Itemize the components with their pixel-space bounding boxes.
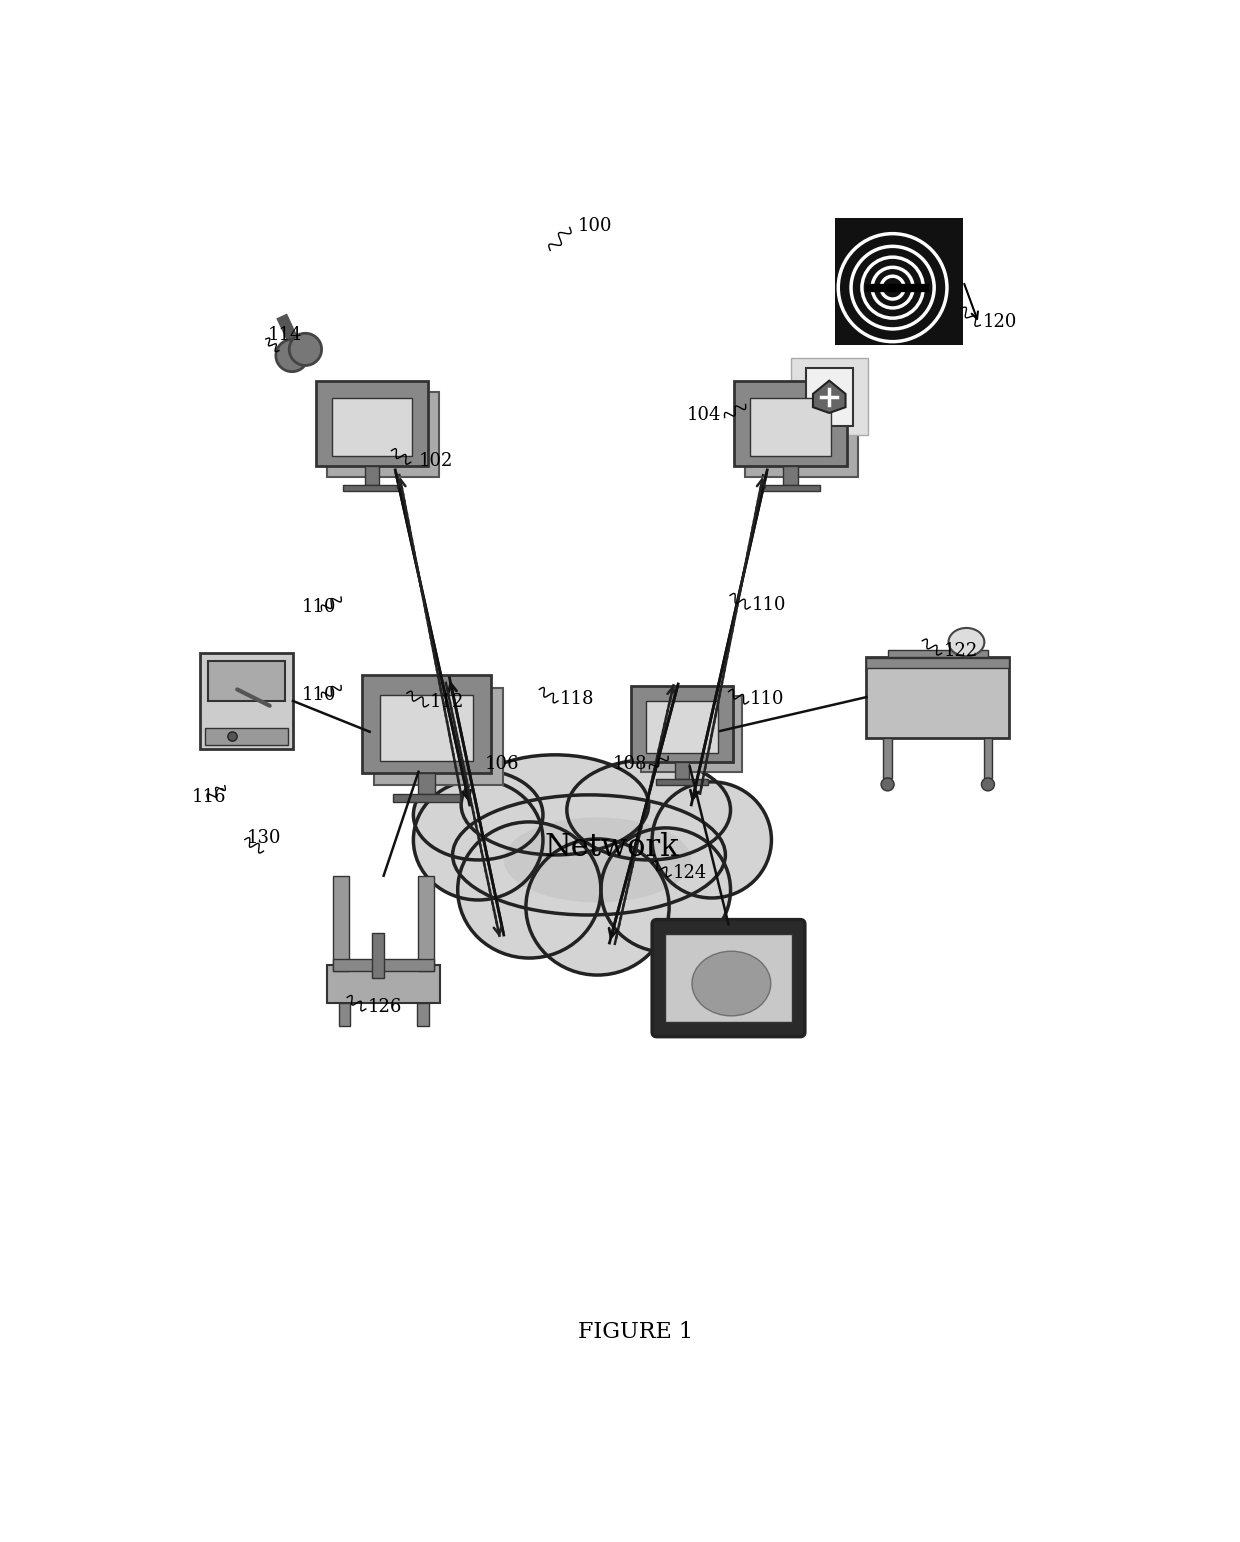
FancyBboxPatch shape xyxy=(866,657,1009,737)
FancyBboxPatch shape xyxy=(750,398,831,456)
FancyBboxPatch shape xyxy=(374,688,503,785)
Bar xyxy=(418,1004,429,1025)
Bar xyxy=(761,484,820,492)
Text: 122: 122 xyxy=(944,641,978,660)
Text: 124: 124 xyxy=(672,864,707,882)
Bar xyxy=(334,876,348,971)
Circle shape xyxy=(289,333,321,365)
Text: 126: 126 xyxy=(368,998,403,1016)
FancyBboxPatch shape xyxy=(641,695,743,773)
FancyBboxPatch shape xyxy=(761,409,842,467)
Circle shape xyxy=(884,279,901,296)
Bar xyxy=(418,773,435,794)
Bar xyxy=(342,484,402,492)
Ellipse shape xyxy=(601,828,730,951)
FancyBboxPatch shape xyxy=(342,409,423,467)
FancyBboxPatch shape xyxy=(327,965,440,1004)
Ellipse shape xyxy=(413,769,543,860)
Bar xyxy=(393,794,460,802)
Circle shape xyxy=(275,339,309,372)
Text: 110: 110 xyxy=(750,691,785,708)
FancyBboxPatch shape xyxy=(652,919,805,1036)
FancyBboxPatch shape xyxy=(734,381,847,466)
Bar xyxy=(365,466,379,484)
Bar xyxy=(883,737,892,779)
Ellipse shape xyxy=(567,760,730,860)
FancyBboxPatch shape xyxy=(200,652,293,749)
Bar xyxy=(983,737,992,779)
FancyBboxPatch shape xyxy=(392,708,485,774)
Ellipse shape xyxy=(949,628,985,657)
Bar xyxy=(888,651,988,657)
FancyBboxPatch shape xyxy=(835,217,963,345)
Text: 104: 104 xyxy=(687,406,720,424)
Bar xyxy=(372,933,383,978)
Ellipse shape xyxy=(652,782,771,897)
Bar xyxy=(784,466,797,484)
FancyBboxPatch shape xyxy=(316,381,428,466)
Text: 110: 110 xyxy=(303,598,337,615)
FancyBboxPatch shape xyxy=(331,398,413,456)
Text: 110: 110 xyxy=(303,686,337,703)
Circle shape xyxy=(882,779,894,791)
FancyBboxPatch shape xyxy=(326,392,439,476)
Text: 114: 114 xyxy=(268,327,301,344)
Text: 112: 112 xyxy=(430,694,465,711)
Bar xyxy=(656,779,708,785)
Text: 110: 110 xyxy=(751,595,786,614)
Bar xyxy=(277,313,305,356)
FancyBboxPatch shape xyxy=(806,369,853,426)
Bar xyxy=(339,1004,350,1025)
FancyBboxPatch shape xyxy=(745,392,858,476)
Ellipse shape xyxy=(692,951,771,1016)
Text: 130: 130 xyxy=(247,830,281,847)
Bar xyxy=(334,959,434,971)
Bar xyxy=(676,762,688,779)
FancyBboxPatch shape xyxy=(631,686,733,762)
Text: 120: 120 xyxy=(982,313,1017,332)
FancyBboxPatch shape xyxy=(205,728,288,745)
Ellipse shape xyxy=(526,839,670,975)
Text: 102: 102 xyxy=(419,452,453,470)
FancyBboxPatch shape xyxy=(362,675,491,773)
Text: 118: 118 xyxy=(559,691,594,708)
Text: 108: 108 xyxy=(613,756,647,773)
Text: Network: Network xyxy=(544,831,680,862)
Text: 100: 100 xyxy=(578,217,611,236)
Text: 116: 116 xyxy=(192,788,227,806)
FancyBboxPatch shape xyxy=(379,695,472,762)
FancyBboxPatch shape xyxy=(208,660,284,702)
FancyBboxPatch shape xyxy=(656,711,728,763)
Bar xyxy=(418,876,434,971)
Circle shape xyxy=(228,732,237,742)
Ellipse shape xyxy=(503,817,692,902)
Ellipse shape xyxy=(413,780,543,901)
Circle shape xyxy=(981,779,994,791)
Ellipse shape xyxy=(461,756,649,854)
FancyBboxPatch shape xyxy=(646,702,718,752)
Ellipse shape xyxy=(458,822,601,958)
Bar xyxy=(866,658,1009,668)
Text: 106: 106 xyxy=(485,756,518,773)
Polygon shape xyxy=(813,381,846,413)
FancyBboxPatch shape xyxy=(666,934,791,1022)
Text: FIGURE 1: FIGURE 1 xyxy=(578,1321,693,1343)
Ellipse shape xyxy=(453,794,725,914)
FancyBboxPatch shape xyxy=(791,358,868,435)
